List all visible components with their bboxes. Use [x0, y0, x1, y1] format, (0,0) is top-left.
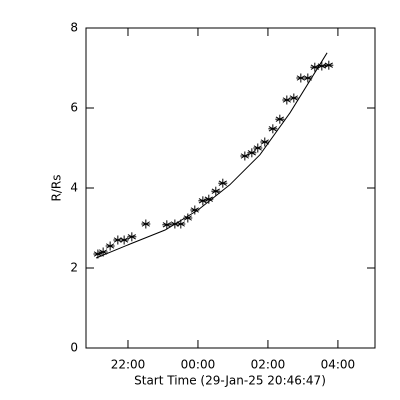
point: [162, 220, 172, 230]
fit-line: [95, 52, 328, 259]
x-tick-label: 22:00: [111, 358, 146, 372]
point-stroke: [183, 215, 192, 221]
y-axis-label: R/Rs: [50, 175, 64, 202]
point-stroke: [324, 62, 333, 68]
point: [211, 186, 221, 196]
point-stroke: [162, 222, 171, 228]
y-tick-label: 8: [70, 21, 78, 35]
point: [119, 235, 129, 245]
point-stroke: [303, 75, 312, 81]
y-tick-label: 2: [70, 261, 78, 275]
point: [289, 93, 299, 103]
point: [218, 178, 228, 188]
point-stroke: [176, 221, 185, 227]
y-tick-label: 0: [70, 341, 78, 355]
point-stroke: [204, 196, 213, 202]
point-stroke: [289, 95, 298, 101]
point-stroke: [141, 221, 150, 227]
x-axis-label: Start Time (29-Jan-25 20:46:47): [134, 374, 326, 388]
point: [275, 114, 285, 124]
point-stroke: [260, 139, 269, 145]
point: [253, 143, 263, 153]
point-stroke: [127, 234, 136, 240]
point-stroke: [113, 237, 122, 243]
point: [141, 219, 151, 229]
y-tick-label: 4: [70, 181, 78, 195]
point-stroke: [119, 237, 129, 243]
point-stroke: [190, 207, 199, 213]
point: [268, 124, 278, 134]
point-stroke: [296, 75, 305, 81]
point: [105, 241, 115, 251]
point-stroke: [268, 126, 277, 132]
point-stroke: [247, 150, 256, 156]
point: [324, 60, 334, 70]
point: [303, 73, 313, 83]
point: [204, 194, 214, 204]
x-tick-label: 04:00: [321, 358, 356, 372]
point-stroke: [98, 249, 108, 255]
x-tick-label: 00:00: [181, 358, 216, 372]
point-stroke: [211, 188, 220, 194]
point-stroke: [218, 180, 227, 186]
x-tick-label: 02:00: [251, 358, 286, 372]
y-tick-label: 6: [70, 101, 78, 115]
point-stroke: [275, 116, 284, 122]
point-stroke: [253, 145, 262, 151]
point: [247, 148, 257, 158]
point: [113, 235, 123, 245]
point: [240, 151, 250, 161]
point-stroke: [240, 153, 249, 159]
point-stroke: [105, 243, 115, 249]
point: [127, 232, 137, 242]
point-stroke: [317, 63, 326, 69]
